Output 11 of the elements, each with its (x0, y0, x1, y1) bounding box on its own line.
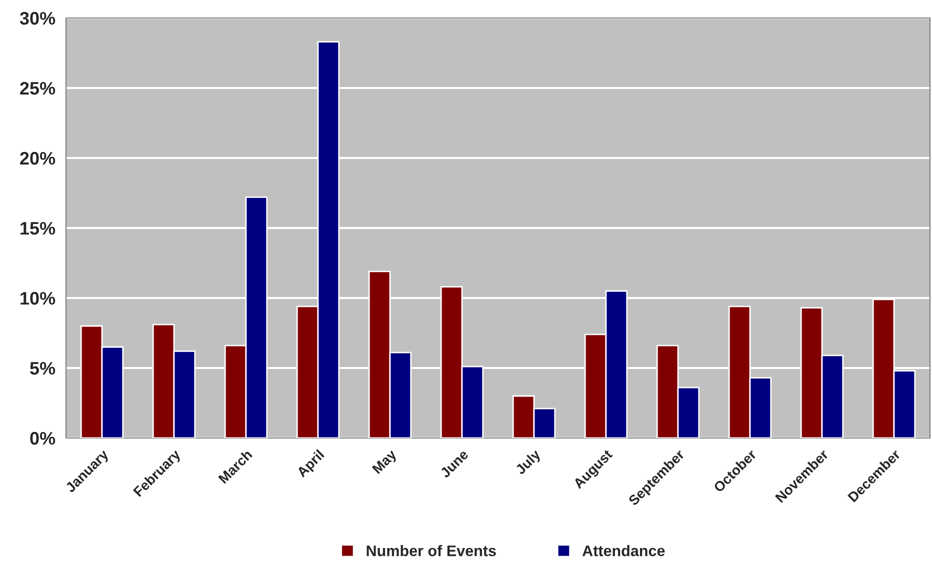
x-tick-label: May (372, 448, 400, 476)
y-tick-label: 20% (20, 152, 56, 165)
y-tick-label: 30% (20, 12, 56, 25)
y-tick-label: 25% (20, 82, 56, 95)
y-tick-label: 0% (30, 432, 56, 445)
x-tick-label: July (514, 448, 544, 478)
y-tick-label: 15% (20, 222, 56, 235)
legend-label: Attendance (582, 545, 665, 556)
y-tick-label: 10% (20, 292, 56, 305)
y-tick-label: 5% (30, 362, 56, 375)
legend-label: Number of Events (366, 545, 496, 556)
